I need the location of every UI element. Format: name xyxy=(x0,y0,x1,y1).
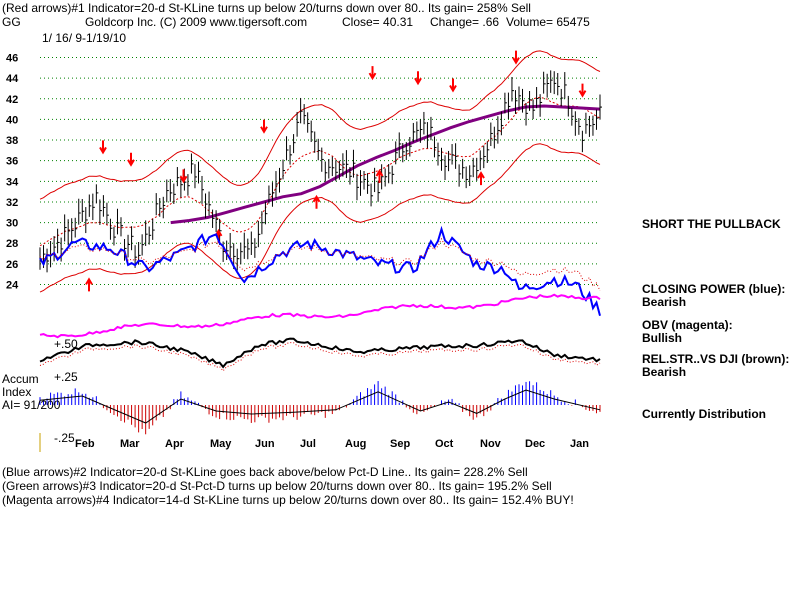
footer-green-arrows: (Green arrows)#3 Indicator=20-d St-Pct-D… xyxy=(2,479,552,493)
month-axis: Feb Mar Apr May Jun Jul Aug Sep Oct Nov Dec Jan xyxy=(75,438,589,450)
upper-band xyxy=(39,50,601,200)
closing-power-line xyxy=(39,225,601,316)
price-tick-label: 24 xyxy=(6,280,19,292)
obv-path xyxy=(39,293,601,339)
footer-blue-arrows: (Blue arrows)#2 Indicator=20-d St-KLine … xyxy=(2,465,528,479)
up-arrow xyxy=(85,277,93,292)
down-arrow xyxy=(260,119,268,134)
month-label: Feb xyxy=(75,438,95,450)
header-close: Close= 40.31 xyxy=(342,15,414,29)
mid-band xyxy=(39,96,601,247)
footer-magenta-arrows: (Magenta arrows)#4 Indicator=14-d St-KLi… xyxy=(2,493,574,507)
header-volume: Volume= 65475 xyxy=(506,15,590,29)
moving-average-line xyxy=(170,104,601,225)
month-label: Mar xyxy=(120,438,140,450)
down-arrow xyxy=(99,140,107,155)
price-tick-label: 40 xyxy=(6,114,18,126)
down-arrow xyxy=(414,71,422,86)
accum-label: Accum xyxy=(2,372,39,386)
down-arrow xyxy=(449,78,457,93)
month-label: Nov xyxy=(480,438,502,450)
price-grid xyxy=(40,56,600,286)
accum-ai-value: AI= 91/200 xyxy=(2,398,61,412)
relstr-ma xyxy=(39,342,601,372)
ma-line xyxy=(170,104,601,225)
price-axis-ticks: 24 26 28 30 32 34 36 38 40 42 44 46 xyxy=(6,52,19,291)
bollinger-bands xyxy=(39,50,601,293)
price-bars xyxy=(39,70,602,273)
month-label: Oct xyxy=(435,438,454,450)
price-tick-label: 30 xyxy=(6,218,18,230)
price-tick-label: 32 xyxy=(6,197,18,209)
up-arrow xyxy=(477,171,485,186)
obv-line xyxy=(39,293,601,339)
obv-label: OBV (magenta): xyxy=(642,318,733,332)
relstr-label: REL.STR..VS DJI (brown): xyxy=(642,352,790,366)
down-arrow xyxy=(127,152,135,167)
month-label: Jul xyxy=(300,438,316,450)
closing-power-path xyxy=(39,225,601,316)
closing-power-value: Bearish xyxy=(642,295,687,309)
down-arrow xyxy=(179,169,188,184)
closing-power-label: CLOSING POWER (blue): xyxy=(642,282,786,296)
obv-value: Bullish xyxy=(642,331,683,345)
price-tick-label: 46 xyxy=(6,52,18,64)
accum-level-plus50: +.50 xyxy=(54,337,78,351)
header-date-range: 1/ 16/ 9-1/19/10 xyxy=(42,31,127,45)
distribution-status: Currently Distribution xyxy=(642,407,767,421)
price-tick-label: 26 xyxy=(6,259,18,271)
accum-smooth xyxy=(39,389,601,424)
header-indicator-line: (Red arrows)#1 Indicator=20-d St-KLine t… xyxy=(2,1,531,15)
price-tick-label: 34 xyxy=(6,176,19,188)
month-label: Apr xyxy=(165,438,185,450)
relative-strength-line xyxy=(39,337,601,372)
price-tick-label: 28 xyxy=(6,238,18,250)
up-arrow xyxy=(375,169,384,183)
month-label: Jan xyxy=(570,438,589,450)
month-label: Sep xyxy=(390,438,410,450)
price-tick-label: 38 xyxy=(6,135,18,147)
header-symbol: GG xyxy=(2,15,21,29)
signal-arrows xyxy=(85,50,587,292)
relstr-path xyxy=(39,337,601,369)
up-arrow xyxy=(312,194,321,209)
down-arrow xyxy=(578,83,587,98)
header-company: Goldcorp Inc. (C) 2009 www.tigersoft.com xyxy=(85,15,308,29)
down-arrow xyxy=(368,66,377,81)
month-label: Dec xyxy=(525,438,545,450)
accum-level-plus25: +.25 xyxy=(54,370,78,384)
lower-band xyxy=(39,143,601,293)
accum-index-label: Index xyxy=(2,385,32,399)
price-tick-label: 44 xyxy=(6,73,19,85)
signal-short-pullback: SHORT THE PULLBACK xyxy=(642,217,781,231)
month-label: Jun xyxy=(255,438,275,450)
month-label: May xyxy=(210,438,232,450)
month-label: Aug xyxy=(345,438,366,450)
down-arrow xyxy=(512,50,520,65)
relstr-value: Bearish xyxy=(642,365,687,379)
closing-power-ma xyxy=(39,237,601,292)
header-change: Change= .66 xyxy=(430,15,500,29)
price-tick-label: 42 xyxy=(6,94,18,106)
accum-index-histogram xyxy=(39,381,601,435)
price-tick-label: 36 xyxy=(6,156,18,168)
accum-level-minus25: -.25 xyxy=(54,431,75,445)
